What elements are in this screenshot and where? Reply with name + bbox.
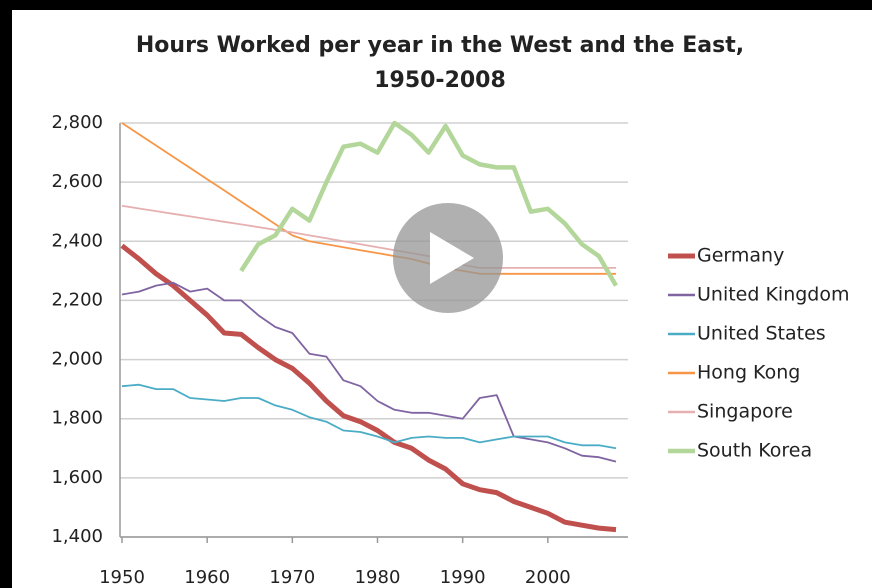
series-line	[121, 122, 616, 275]
series-line	[239, 120, 618, 287]
chart-title: 1950-2008	[374, 68, 506, 93]
x-tick-label: 1960	[184, 567, 230, 588]
y-tick-label: 1,600	[51, 467, 103, 488]
chart-title: Hours Worked per year in the West and th…	[136, 33, 744, 58]
x-tick-label: 1970	[269, 567, 315, 588]
legend-label: South Korea	[697, 440, 812, 462]
series-line	[121, 204, 616, 269]
y-tick-label: 2,600	[51, 171, 103, 192]
y-tick-label: 1,400	[51, 526, 103, 547]
series-line	[120, 243, 617, 533]
legend-label: Singapore	[697, 401, 793, 423]
legend-label: United States	[697, 323, 826, 345]
y-tick-label: 2,800	[51, 112, 103, 133]
y-tick-label: 2,200	[51, 289, 103, 310]
x-tick-label: 2000	[525, 567, 571, 588]
y-tick-label: 1,800	[51, 408, 103, 429]
play-icon[interactable]	[430, 232, 474, 284]
series-line	[121, 383, 617, 450]
legend-label: Hong Kong	[697, 362, 800, 384]
plot: 1,400 1,600 1,800 2,000 2,200 2,400 2,600 2,800…	[51, 112, 849, 588]
legend-label: United Kingdom	[697, 284, 850, 306]
x-tick-label: 1950	[99, 567, 145, 588]
y-tick-label: 2,400	[51, 230, 103, 251]
x-tick-label: 1980	[355, 567, 401, 588]
series-line	[121, 281, 617, 463]
legend-label: Germany	[697, 245, 784, 267]
y-tick-label: 2,000	[51, 349, 103, 370]
play-button[interactable]	[393, 203, 503, 313]
x-tick-label: 1990	[440, 567, 486, 588]
